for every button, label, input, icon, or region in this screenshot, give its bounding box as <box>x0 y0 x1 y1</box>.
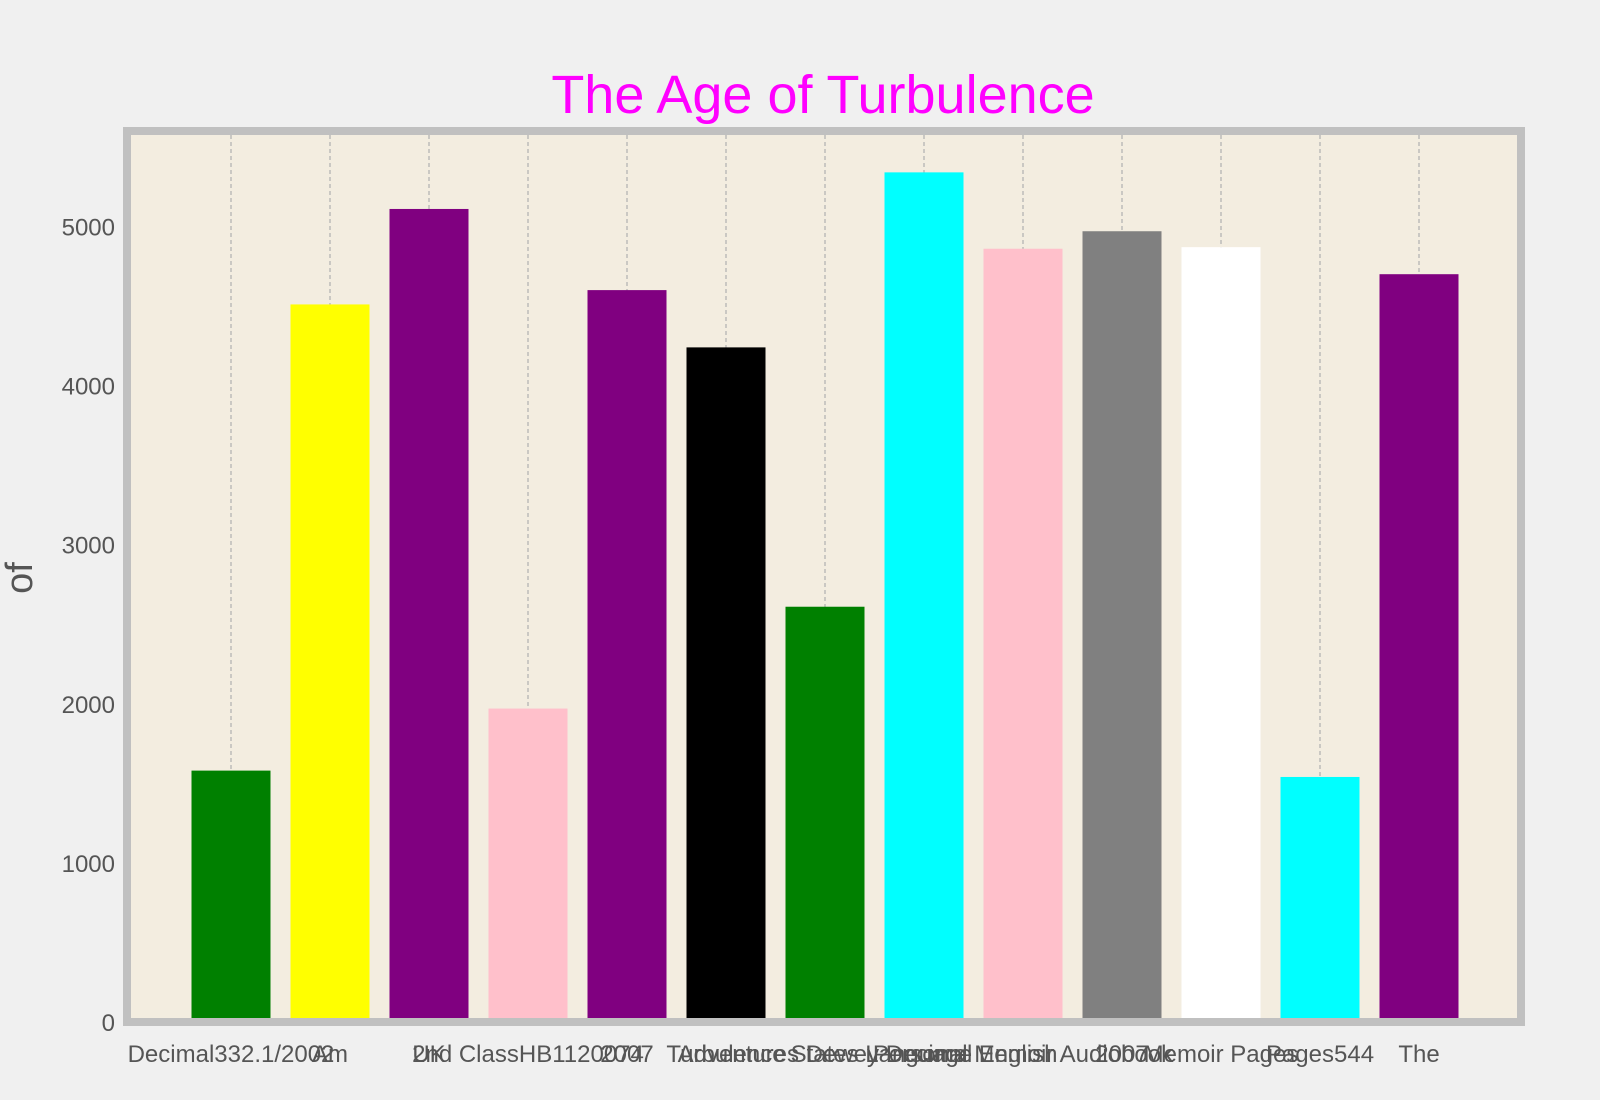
bar <box>983 248 1063 1019</box>
y-tick-label: 4000 <box>62 374 115 401</box>
chart-title: The Age of Turbulence <box>551 65 1094 125</box>
bars <box>191 172 1459 1019</box>
x-tick-label: Memoir Pages <box>1144 1041 1299 1068</box>
y-axis-label: of <box>0 562 41 594</box>
y-tick-label: 5000 <box>62 214 115 241</box>
bar <box>686 347 766 1018</box>
x-tick-label: The <box>1398 1041 1439 1068</box>
bar <box>191 770 271 1018</box>
x-tick-label: Personal Memoir Audiobook <box>873 1041 1174 1068</box>
x-tick-label: 2nd ClassHB1120074 <box>412 1041 644 1068</box>
bar <box>884 172 964 1018</box>
y-tick-label: 2000 <box>62 692 115 719</box>
y-axis-ticks: 0 1000 2000 3000 4000 5000 <box>62 214 115 1037</box>
x-tick-label: UK <box>412 1041 445 1068</box>
bar <box>1280 776 1360 1018</box>
bar <box>1181 247 1261 1019</box>
y-tick-label: 1000 <box>62 851 115 878</box>
bar <box>290 304 370 1019</box>
x-tick-label: 2007 <box>1095 1041 1148 1068</box>
x-tick-label: Turbulence <box>666 1041 785 1068</box>
x-tick-label: Adventures Dewey Decimal <box>678 1041 973 1068</box>
x-tick-label: Decimal332.1/2002 <box>128 1041 335 1068</box>
bar <box>587 290 667 1018</box>
x-tick-label: Pages544 <box>1266 1041 1374 1068</box>
y-tick-label: 0 <box>102 1010 115 1037</box>
bar <box>1082 231 1162 1019</box>
x-tick-label: 2007 <box>600 1041 653 1068</box>
bar <box>389 208 469 1018</box>
y-tick-label: 3000 <box>62 533 115 560</box>
bar <box>1379 274 1459 1019</box>
x-tick-label: Am <box>312 1041 348 1068</box>
bar <box>488 708 568 1018</box>
bar <box>785 606 865 1018</box>
x-tick-label: States Language English <box>791 1041 1058 1068</box>
